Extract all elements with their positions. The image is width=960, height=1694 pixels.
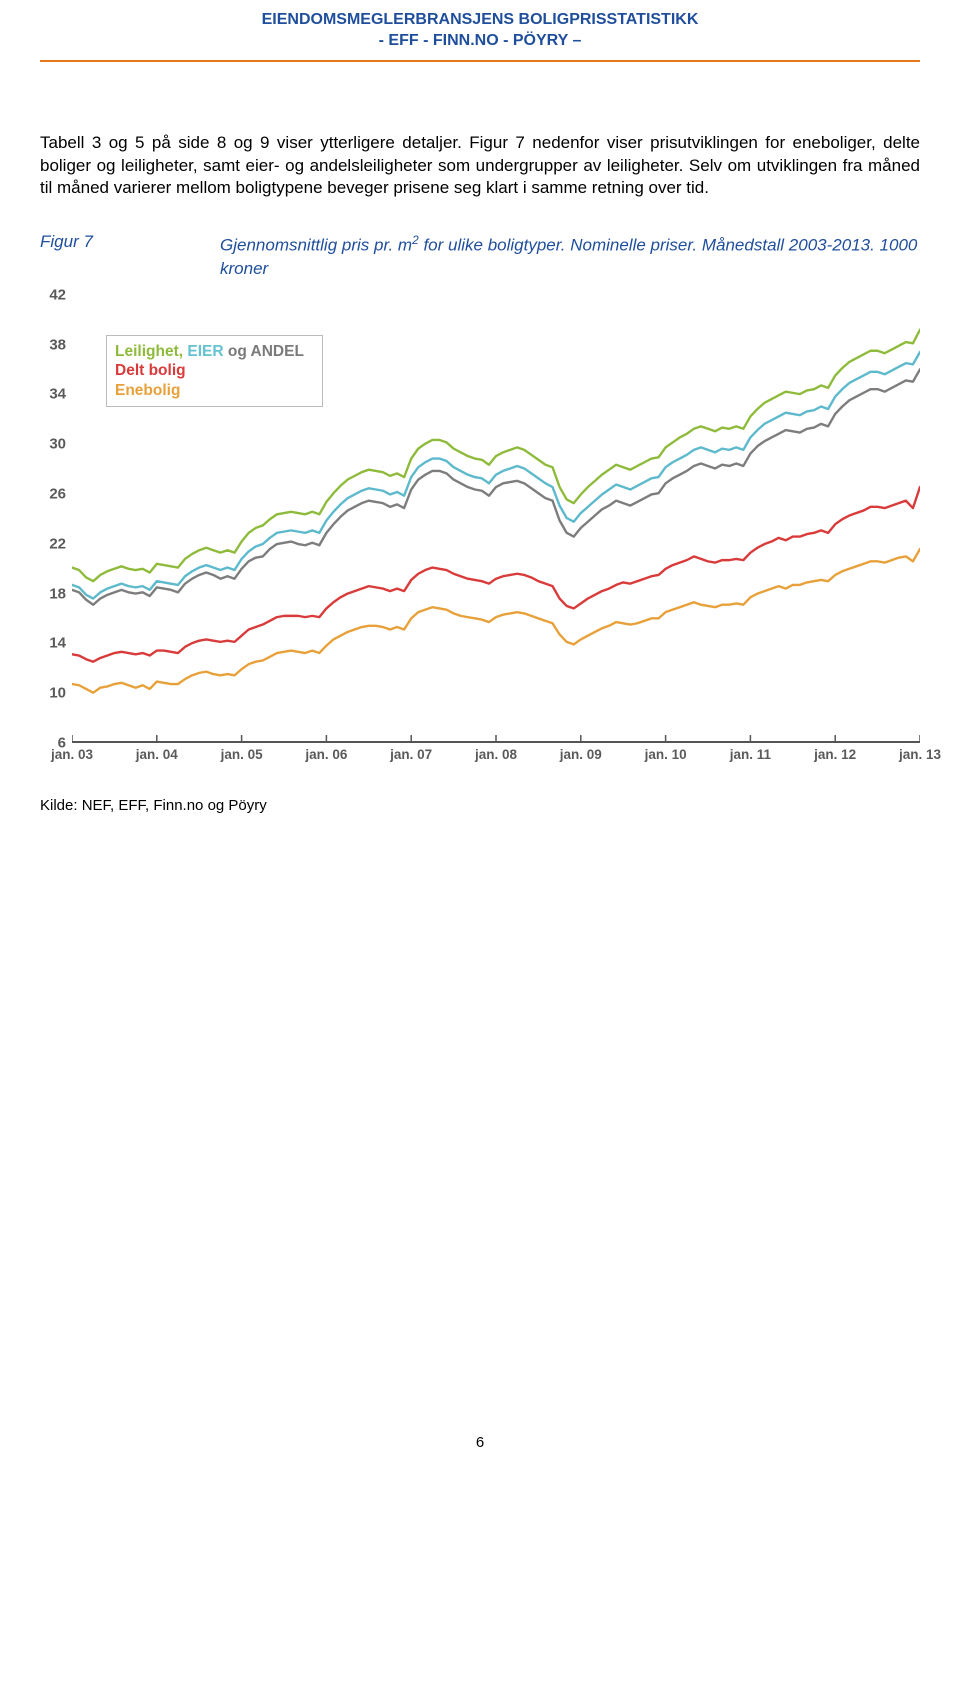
legend-eier: EIER: [187, 343, 223, 360]
chart: 6101418222630343842 Leilighet, EIER og A…: [40, 285, 920, 775]
legend-andel: ANDEL: [251, 343, 304, 360]
header-line-2: - EFF - FINN.NO - PÖYRY –: [40, 31, 920, 52]
legend-delt: Delt bolig: [115, 361, 304, 380]
figure-caption: Gjennomsnittlig pris pr. m2 for ulike bo…: [220, 232, 920, 281]
x-axis-labels: jan. 03jan. 04jan. 05jan. 06jan. 07jan. …: [72, 747, 920, 767]
body-paragraph: Tabell 3 og 5 på side 8 og 9 viser ytter…: [40, 132, 920, 201]
plot-area: Leilighet, EIER og ANDEL Delt bolig Eneb…: [72, 295, 920, 743]
legend-og: og: [228, 343, 247, 360]
source-line: Kilde: NEF, EFF, Finn.no og Pöyry: [40, 797, 920, 814]
legend-row-leilighet: Leilighet, EIER og ANDEL: [115, 342, 304, 361]
y-axis-labels: 6101418222630343842: [40, 285, 70, 775]
legend-enebolig: Enebolig: [115, 381, 304, 400]
page-number: 6: [40, 1434, 920, 1451]
doc-header: EIENDOMSMEGLERBRANSJENS BOLIGPRISSTATIST…: [40, 0, 920, 58]
figure-label: Figur 7: [40, 232, 220, 281]
caption-sup: 2: [412, 233, 419, 247]
figure-caption-row: Figur 7 Gjennomsnittlig pris pr. m2 for …: [40, 232, 920, 281]
header-rule: [40, 60, 920, 62]
header-line-1: EIENDOMSMEGLERBRANSJENS BOLIGPRISSTATIST…: [40, 10, 920, 31]
caption-part-1: Gjennomsnittlig pris pr. m: [220, 236, 412, 255]
chart-legend: Leilighet, EIER og ANDEL Delt bolig Eneb…: [106, 335, 323, 407]
legend-leilighet: Leilighet,: [115, 343, 183, 360]
